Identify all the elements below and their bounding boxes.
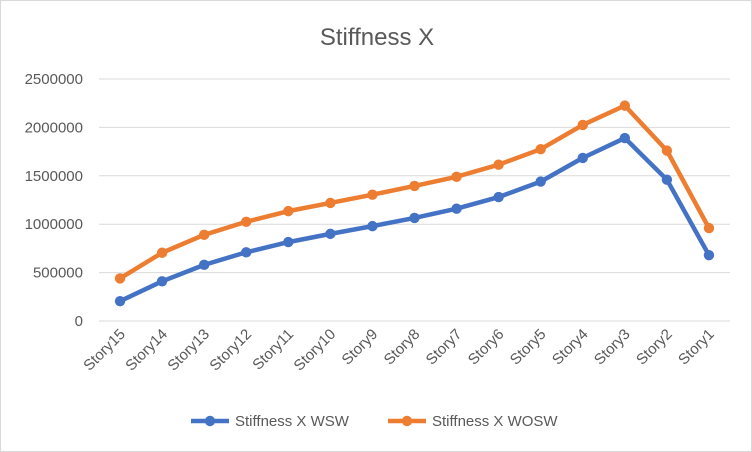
- data-point: [156, 247, 168, 258]
- x-tick-label: Story14: [122, 326, 171, 375]
- data-point: [114, 295, 126, 307]
- data-point: [661, 145, 673, 156]
- data-point: [156, 276, 168, 287]
- legend-label: Stiffness X WOSW: [432, 413, 558, 430]
- data-point: [325, 228, 336, 240]
- legend-item-2: Stiffness X WOSW: [388, 413, 558, 430]
- x-tick-label: Story7: [423, 326, 466, 369]
- data-point: [493, 191, 504, 203]
- legend-swatch-marker: [401, 415, 413, 427]
- data-point: [198, 259, 210, 271]
- x-axis-tick-labels: Story15Story14Story13Story12Story11Story…: [80, 326, 718, 375]
- data-point: [619, 100, 631, 111]
- series-2: [114, 100, 715, 284]
- x-tick-label: Story2: [633, 326, 676, 369]
- y-axis-tick-labels: 0 500000 1000000 1500000 2000000 2500000: [25, 71, 83, 330]
- legend: Stiffness X WSW Stiffness X WOSW: [191, 413, 558, 430]
- data-point: [577, 119, 588, 131]
- series-line: [117, 103, 712, 281]
- legend-swatch-marker: [204, 415, 216, 427]
- x-tick-label: Story9: [339, 326, 382, 369]
- x-tick-label: Story3: [591, 326, 634, 369]
- data-point: [325, 197, 336, 209]
- y-tick-label: 500000: [33, 265, 83, 282]
- data-point: [703, 222, 715, 234]
- y-tick-label: 0: [75, 313, 83, 330]
- x-tick-label: Story1: [675, 326, 718, 369]
- chart-title: Stiffness X: [320, 24, 434, 51]
- data-point: [535, 143, 546, 155]
- data-point: [241, 216, 252, 227]
- data-point: [577, 152, 588, 164]
- data-point: [535, 176, 546, 187]
- data-point: [241, 247, 252, 258]
- series-1: [114, 132, 715, 307]
- x-tick-label: Story12: [206, 326, 255, 375]
- x-tick-label: Story10: [291, 326, 340, 375]
- series-lines: [114, 100, 715, 307]
- data-point: [451, 171, 462, 182]
- gridlines: [99, 78, 730, 322]
- data-point: [114, 273, 126, 284]
- data-point: [619, 132, 631, 144]
- data-point: [283, 205, 294, 217]
- y-tick-label: 1000000: [25, 216, 83, 233]
- x-tick-label: Story8: [381, 326, 424, 369]
- y-tick-label: 2500000: [25, 71, 83, 88]
- x-tick-label: Story13: [164, 326, 213, 375]
- data-point: [198, 229, 210, 241]
- data-point: [661, 174, 673, 185]
- legend-label: Stiffness X WSW: [235, 413, 350, 430]
- data-point: [703, 249, 715, 261]
- x-tick-label: Story15: [80, 326, 129, 375]
- data-point: [451, 203, 462, 214]
- y-tick-label: 1500000: [25, 168, 83, 185]
- data-point: [367, 189, 378, 200]
- x-tick-label: Story5: [507, 326, 550, 369]
- data-point: [409, 180, 420, 192]
- data-point: [283, 236, 294, 248]
- x-tick-label: Story6: [465, 326, 508, 369]
- legend-item-1: Stiffness X WSW: [191, 413, 350, 430]
- data-point: [367, 220, 378, 232]
- y-tick-label: 2000000: [25, 119, 83, 136]
- x-tick-label: Story4: [549, 326, 592, 369]
- data-point: [493, 159, 504, 170]
- data-point: [409, 212, 420, 224]
- x-tick-label: Story11: [249, 326, 297, 374]
